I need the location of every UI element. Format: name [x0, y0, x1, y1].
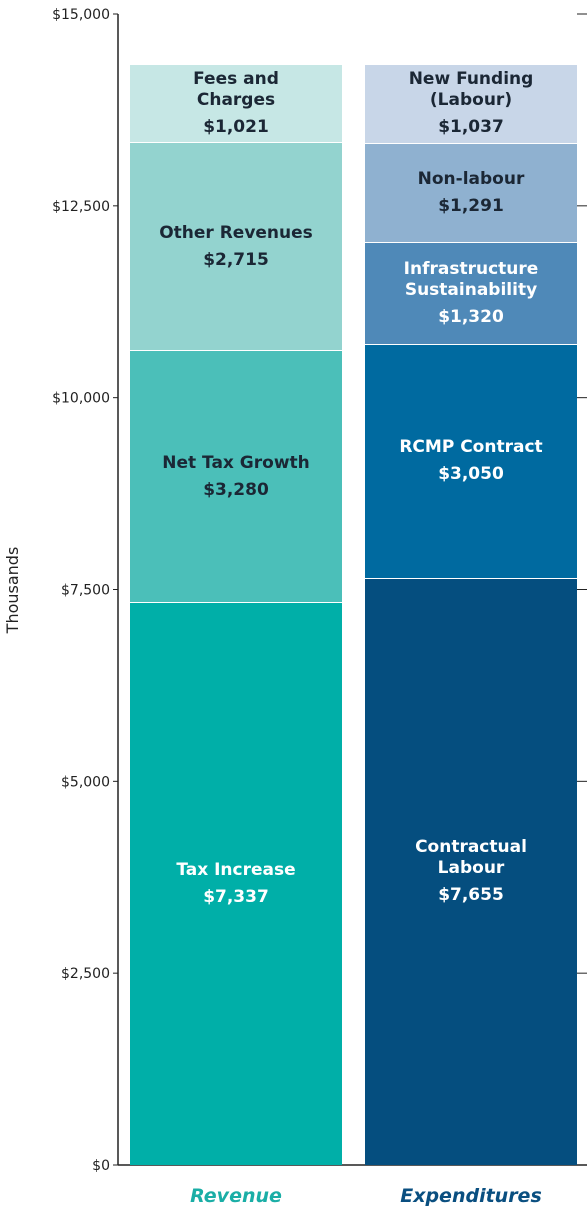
segment-value: $7,337 [203, 886, 269, 907]
bar-segment: New Funding (Labour) $1,037 [365, 63, 577, 144]
y-tick-label: $15,000 [52, 7, 110, 23]
y-tick-label: $2,500 [61, 966, 110, 982]
x-tick-label: Expenditures [400, 1185, 542, 1207]
segment-value: $1,037 [438, 117, 504, 138]
y-tick-label: $5,000 [61, 774, 110, 790]
segment-name: RCMP Contract [399, 437, 543, 458]
segment-name: Non-labour [417, 169, 525, 190]
segment-value: $3,050 [438, 464, 504, 485]
segment-value: $3,280 [203, 479, 269, 500]
y-tick-label: $12,500 [52, 199, 110, 215]
bar-segment: Infrastructure Sustainability $1,320 [365, 242, 577, 344]
segment-value: $1,291 [438, 196, 504, 217]
x-tick-label: Revenue [190, 1185, 282, 1207]
segment-value: $1,320 [438, 306, 504, 327]
segment-name: New Funding (Labour) [408, 69, 534, 111]
segment-name: Other Revenues [159, 222, 313, 243]
segment-value: $2,715 [203, 249, 269, 270]
segment-value: $7,655 [438, 885, 504, 906]
segment-name: Net Tax Growth [162, 452, 310, 473]
segment-value: $1,021 [203, 116, 269, 137]
segment-name: Infrastructure Sustainability [403, 258, 539, 300]
bar-segment: Net Tax Growth $3,280 [130, 350, 342, 602]
bar-segment: RCMP Contract $3,050 [365, 343, 577, 578]
segment-name: Tax Increase [176, 859, 296, 880]
segment-name: Fees and Charges [193, 68, 279, 110]
y-axis-label: Thousands [3, 547, 22, 635]
bar-segment: Contractual Labour $7,655 [365, 577, 577, 1165]
y-tick-label: $7,500 [61, 583, 110, 599]
y-tick-label: $10,000 [52, 391, 110, 407]
bar-segment: Other Revenues $2,715 [130, 141, 342, 351]
segment-name: Contractual Labour [415, 837, 527, 879]
bar-segment: Non-labour $1,291 [365, 143, 577, 243]
bar-segment: Tax Increase $7,337 [130, 602, 342, 1165]
bar-segment: Fees and Charges $1,021 [130, 63, 342, 142]
y-tick-label: $0 [92, 1158, 110, 1174]
